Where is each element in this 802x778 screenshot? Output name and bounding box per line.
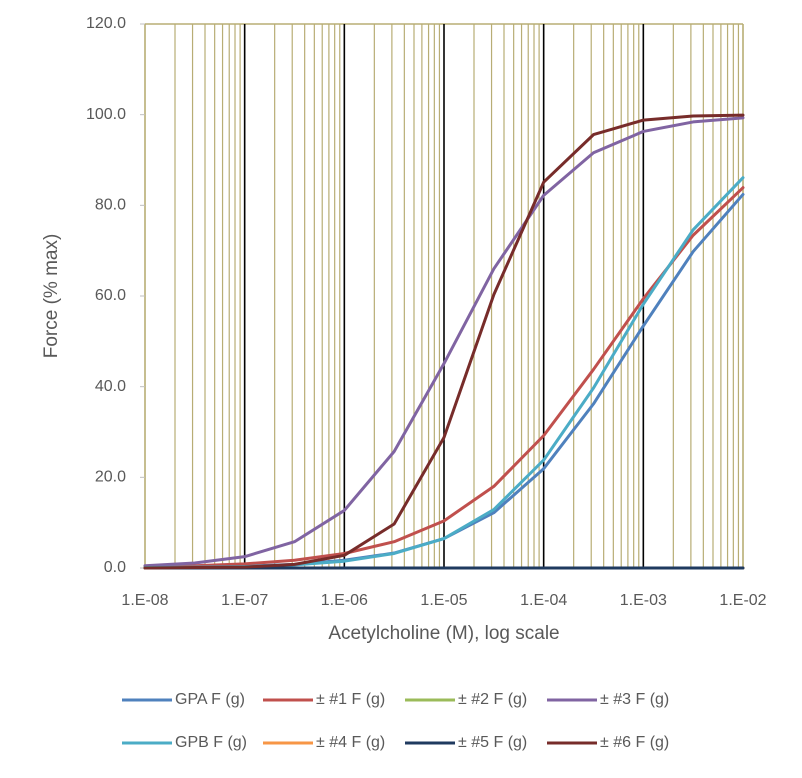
x-tick-label: 1.E-07 — [221, 592, 268, 609]
y-tick-label: 40.0 — [95, 378, 126, 395]
series-line — [143, 113, 745, 570]
x-tick-label: 1.E-08 — [121, 592, 168, 609]
x-tick-label: 1.E-06 — [321, 592, 368, 609]
series-line — [143, 186, 745, 569]
y-tick-label: 60.0 — [95, 287, 126, 304]
y-axis-title: Force (% max) — [41, 234, 62, 359]
y-tick-label: 20.0 — [95, 469, 126, 486]
legend-label: GPB F (g) — [175, 734, 247, 751]
legend-label: GPA F (g) — [175, 691, 245, 708]
series-line — [143, 116, 745, 568]
legend-label: ± #6 F (g) — [600, 734, 669, 751]
x-axis-title: Acetylcholine (M), log scale — [328, 623, 559, 644]
legend-label: ± #1 F (g) — [316, 691, 385, 708]
legend-label: ± #2 F (g) — [458, 691, 527, 708]
y-tick-label: 80.0 — [95, 197, 126, 214]
legend-label: ± #3 F (g) — [600, 691, 669, 708]
legend-label: ± #4 F (g) — [316, 734, 385, 751]
y-tick-label: 100.0 — [86, 106, 126, 123]
x-tick-label: 1.E-02 — [719, 592, 766, 609]
legend-label: ± #5 F (g) — [458, 734, 527, 751]
x-tick-label: 1.E-04 — [520, 592, 567, 609]
y-tick-label: 0.0 — [104, 559, 126, 576]
x-tick-label: 1.E-05 — [420, 592, 467, 609]
y-tick-label: 120.0 — [86, 15, 126, 32]
x-tick-label: 1.E-03 — [620, 592, 667, 609]
